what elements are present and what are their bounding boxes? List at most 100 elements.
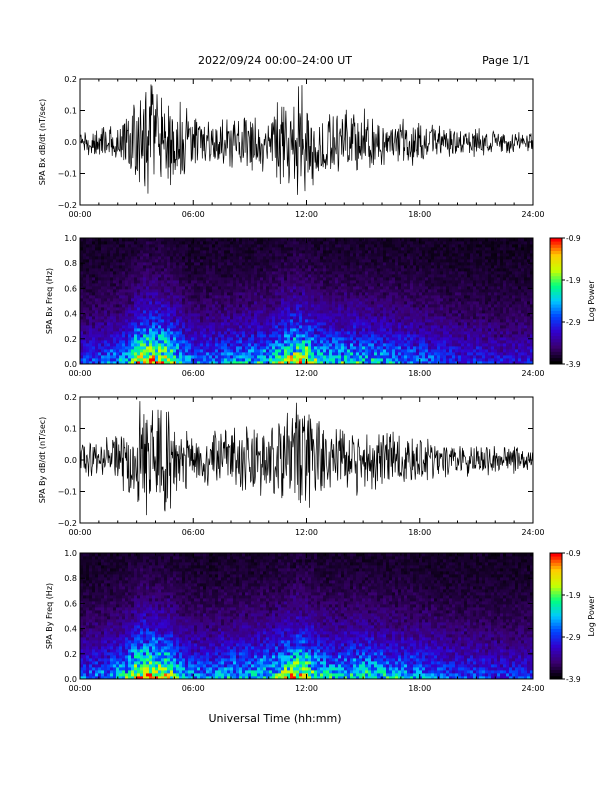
- spectrogram-cell: [215, 343, 219, 347]
- spectrogram-cell: [116, 244, 120, 248]
- spectrogram-cell: [242, 346, 246, 350]
- spectrogram-cell: [239, 355, 243, 359]
- spectrogram-cell: [308, 313, 312, 317]
- spectrogram-cell: [284, 331, 288, 335]
- spectrogram-cell: [239, 280, 243, 284]
- spectrogram-cell: [317, 301, 321, 305]
- spectrogram-cell: [155, 313, 159, 317]
- spectrogram-cell: [317, 256, 321, 260]
- spectrogram-cell: [329, 337, 333, 341]
- spectrogram-cell: [419, 325, 423, 329]
- spectrogram-cell: [137, 343, 141, 347]
- spectrogram-cell: [215, 253, 219, 257]
- spectrogram-cell: [248, 256, 252, 260]
- spectrogram-cell: [359, 325, 363, 329]
- spectrogram-cell: [221, 268, 225, 272]
- spectrogram-cell: [257, 295, 261, 299]
- spectrogram-cell: [263, 256, 267, 260]
- spectrogram-cell: [338, 307, 342, 311]
- spectrogram-cell: [413, 256, 417, 260]
- spectrogram-cell: [140, 340, 144, 344]
- spectrogram-cell: [332, 307, 336, 311]
- spectrogram-cell: [269, 310, 273, 314]
- spectrogram-cell: [359, 310, 363, 314]
- spectrogram-cell: [236, 337, 240, 341]
- spectrogram-cell: [272, 259, 276, 263]
- spectrogram-cell: [179, 262, 183, 266]
- spectrogram-cell: [359, 283, 363, 287]
- spectrogram-cell: [98, 349, 102, 353]
- spectrogram-cell: [299, 355, 303, 359]
- spectrogram-cell: [92, 346, 96, 350]
- spectrogram-cell: [329, 346, 333, 350]
- spectrogram-cell: [410, 310, 414, 314]
- spectrogram-cell: [257, 244, 261, 248]
- spectrogram-cell: [251, 238, 255, 242]
- spectrogram-cell: [287, 256, 291, 260]
- spectrogram-cell: [131, 322, 135, 326]
- spectrogram-cell: [260, 271, 264, 275]
- spectrogram-cell: [383, 337, 387, 341]
- spectrogram-cell: [272, 238, 276, 242]
- spectrogram-cell: [311, 292, 315, 296]
- spectrogram-cell: [218, 310, 222, 314]
- spectrogram-cell: [152, 361, 156, 365]
- spectrogram-cell: [80, 346, 84, 350]
- spectrogram-cell: [353, 340, 357, 344]
- spectrogram-cell: [281, 361, 285, 365]
- spectrogram-cell: [326, 271, 330, 275]
- spectrogram-cell: [380, 313, 384, 317]
- spectrogram-cell: [173, 253, 177, 257]
- spectrogram-cell: [386, 298, 390, 302]
- spectrogram-cell: [374, 343, 378, 347]
- spectrogram-cell: [419, 343, 423, 347]
- spectrogram-cell: [335, 319, 339, 323]
- spectrogram-cell: [134, 259, 138, 263]
- spectrogram-cell: [221, 304, 225, 308]
- spectrogram-cell: [206, 355, 210, 359]
- spectrogram-cell: [308, 283, 312, 287]
- spectrogram-cell: [401, 277, 405, 281]
- spectrogram-cell: [323, 286, 327, 290]
- spectrogram-cell: [356, 340, 360, 344]
- spectrogram-cell: [413, 313, 417, 317]
- spectrogram-cell: [116, 280, 120, 284]
- spectrogram-cell: [416, 301, 420, 305]
- spectrogram-cell: [236, 292, 240, 296]
- spectrogram-cell: [146, 352, 150, 356]
- y-tick-label: 0.0: [64, 138, 77, 147]
- spectrogram-cell: [86, 259, 90, 263]
- spectrogram-cell: [371, 238, 375, 242]
- spectrogram-cell: [269, 268, 273, 272]
- spectrogram-cell: [80, 343, 84, 347]
- spectrogram-cell: [257, 256, 261, 260]
- spectrogram-cell: [326, 244, 330, 248]
- spectrogram-cell: [107, 331, 111, 335]
- spectrogram-cell: [296, 346, 300, 350]
- spectrogram-cell: [302, 337, 306, 341]
- spectrogram-cell: [413, 268, 417, 272]
- spectrogram-cell: [260, 319, 264, 323]
- spectrogram-cell: [275, 241, 279, 245]
- spectrogram-cell: [380, 298, 384, 302]
- spectrogram-cell: [374, 283, 378, 287]
- spectrogram-cell: [263, 337, 267, 341]
- spectrogram-cell: [185, 325, 189, 329]
- spectrogram-cell: [287, 259, 291, 263]
- spectrogram-cell: [125, 244, 129, 248]
- spectrogram-cell: [323, 241, 327, 245]
- spectrogram-cell: [425, 325, 429, 329]
- spectrogram-cell: [155, 280, 159, 284]
- spectrogram-cell: [386, 250, 390, 254]
- spectrogram-cell: [179, 313, 183, 317]
- spectrogram-cell: [191, 289, 195, 293]
- spectrogram-cell: [368, 310, 372, 314]
- spectrogram-cell: [182, 256, 186, 260]
- spectrogram-cell: [86, 334, 90, 338]
- spectrogram-cell: [356, 277, 360, 281]
- spectrogram-cell: [365, 349, 369, 353]
- spectrogram-cell: [332, 280, 336, 284]
- spectrogram-cell: [149, 244, 153, 248]
- spectrogram-cell: [410, 301, 414, 305]
- spectrogram-cell: [329, 253, 333, 257]
